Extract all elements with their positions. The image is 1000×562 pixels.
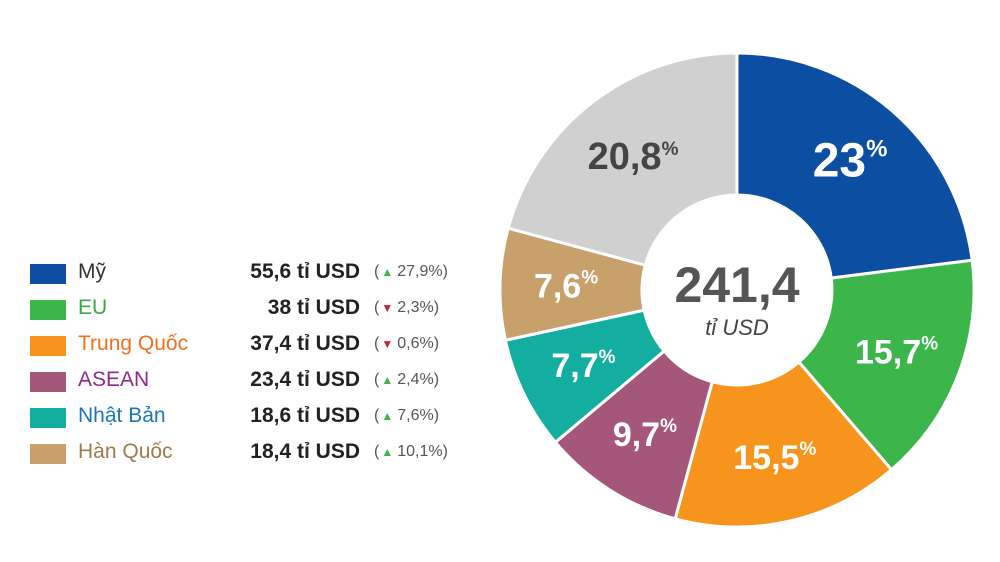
center-unit-label: tỉ USD (705, 315, 769, 340)
donut-center (644, 197, 830, 383)
legend-name: Mỹ (78, 260, 106, 283)
slice-label: 15,7% (855, 333, 938, 371)
legend-change-value: 2,4% (397, 371, 434, 388)
slice-label: 20,8% (588, 136, 679, 178)
up-triangle-icon: ▲ (381, 445, 394, 459)
donut-chart: 23% 15,7% 15,5% 9,7% 7,7% 7,6% 20,8% 241,4tỉ US… (498, 51, 976, 529)
legend-item: Trung Quốc 37,4 tỉ USD (▼ 0,6%) (30, 330, 480, 366)
legend-swatch (30, 444, 66, 464)
legend-name: Nhật Bản (78, 404, 166, 427)
legend-change: (▲ 10,1%) (374, 443, 448, 460)
donut-slice (506, 51, 739, 268)
legend-value: 23,4 tỉ USD (250, 368, 360, 391)
slice-label: 7,7% (551, 347, 615, 385)
legend-change: (▲ 7,6%) (374, 407, 440, 424)
legend-name: EU (78, 296, 108, 319)
legend-change: (▼ 0,6%) (374, 335, 440, 352)
legend-change: (▲ 2,4%) (374, 371, 440, 388)
donut-slice (735, 51, 974, 280)
legend-value: 37,4 tỉ USD (250, 332, 360, 355)
up-triangle-icon: ▲ (381, 373, 394, 387)
slice-label: 9,7% (613, 416, 677, 454)
legend-value: 18,6 tỉ USD (250, 404, 360, 427)
legend-name: Trung Quốc (78, 332, 189, 355)
legend-swatch (30, 264, 66, 284)
legend-swatch (30, 300, 66, 320)
legend-change: (▼ 2,3%) (374, 299, 440, 316)
down-triangle-icon: ▼ (381, 337, 394, 351)
legend-change-value: 10,1% (397, 443, 443, 460)
legend-item: EU 38 tỉ USD (▼ 2,3%) (30, 294, 480, 330)
donut-slice (796, 258, 976, 472)
legend-item: Mỹ 55,6 tỉ USD (▲ 27,9%) (30, 258, 480, 294)
legend-value: 38 tỉ USD (267, 296, 360, 319)
legend-item: Nhật Bản 18,6 tỉ USD (▲ 7,6%) (30, 402, 480, 438)
legend-value: 55,6 tỉ USD (250, 260, 360, 283)
up-triangle-icon: ▲ (381, 409, 394, 423)
legend-value: 18,4 tỉ USD (250, 440, 360, 463)
legend-change-value: 27,9% (397, 263, 443, 280)
legend-change-value: 0,6% (397, 335, 434, 352)
slice-label: 15,5% (733, 439, 816, 477)
legend-change-value: 2,3% (397, 299, 434, 316)
legend-change: (▲ 27,9%) (374, 263, 448, 280)
legend-item: Hàn Quốc 18,4 tỉ USD (▲ 10,1%) (30, 438, 480, 474)
legend-swatch (30, 408, 66, 428)
legend-item: ASEAN 23,4 tỉ USD (▲ 2,4%) (30, 366, 480, 402)
legend-swatch (30, 372, 66, 392)
legend-name: Hàn Quốc (78, 440, 173, 463)
down-triangle-icon: ▼ (381, 301, 394, 315)
legend-swatch (30, 336, 66, 356)
chart-legend: Mỹ 55,6 tỉ USD (▲ 27,9%) EU 38 tỉ USD (▼ 2,3%) T… (30, 258, 480, 474)
legend-name: ASEAN (78, 368, 150, 391)
slice-label: 23% (813, 135, 888, 188)
up-triangle-icon: ▲ (381, 265, 394, 279)
donut-slice (673, 359, 894, 529)
legend-change-value: 7,6% (397, 407, 434, 424)
center-total-value: 241,4 (674, 257, 799, 313)
slice-label: 7,6% (534, 268, 598, 306)
